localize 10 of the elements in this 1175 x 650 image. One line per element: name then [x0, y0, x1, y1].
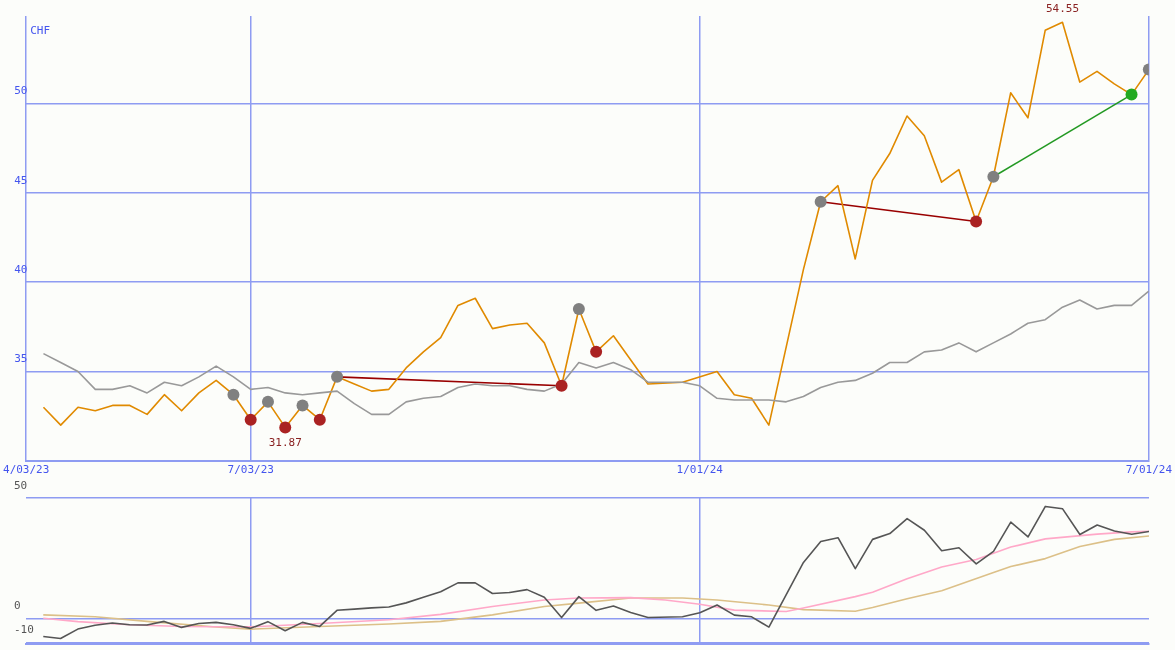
x-tick-label: 7/01/24: [1125, 463, 1173, 477]
annotation: 54.55: [1045, 1, 1080, 15]
y-tick-label: 50: [14, 478, 28, 492]
x-tick-label: 1/01/24: [676, 463, 724, 477]
y-axis-title: CHF: [30, 24, 51, 38]
y-tick-label: 0: [14, 599, 21, 613]
y-tick-label: -10: [14, 623, 34, 637]
x-tick-label: 4/03/23: [3, 463, 50, 477]
x-tick-label: 7/03/23: [227, 463, 274, 477]
annotation: 31.87: [268, 435, 302, 449]
